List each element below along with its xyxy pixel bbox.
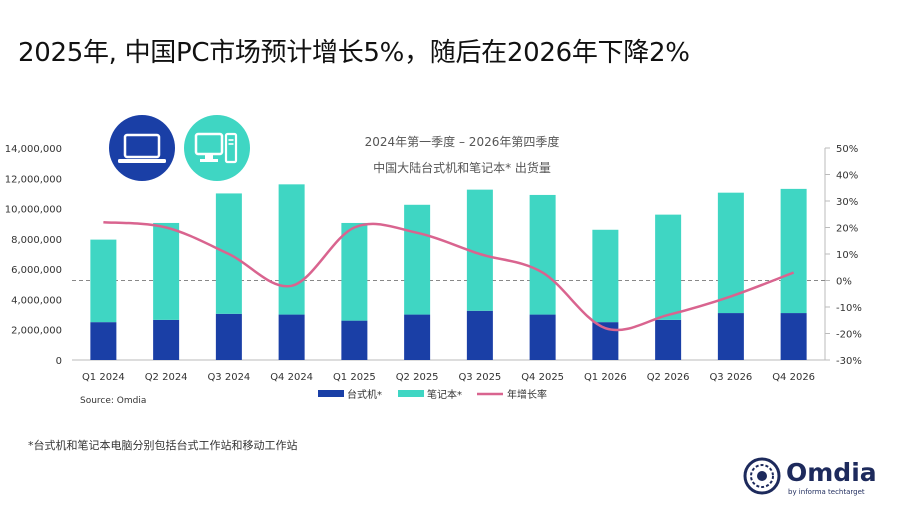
x-tick-label: Q4 2024 — [270, 372, 313, 383]
legend-label-desktop: 台式机* — [347, 388, 382, 401]
bars — [90, 184, 807, 360]
right-tick-label: 50% — [836, 144, 858, 155]
desktop-icon — [184, 115, 250, 181]
legend-label-growth: 年增长率 — [507, 388, 547, 401]
left-tick-label: 8,000,000 — [11, 235, 62, 246]
bar-notebook — [404, 204, 431, 315]
x-tick-label: Q4 2025 — [521, 372, 564, 383]
chart-title: 2024年第一季度 – 2026年第四季度 — [365, 134, 560, 149]
bar-desktop — [780, 313, 807, 360]
left-tick-label: 6,000,000 — [11, 265, 62, 276]
left-tick-label: 14,000,000 — [5, 144, 62, 155]
omdia-logo-icon — [743, 457, 781, 495]
left-tick-label: 2,000,000 — [11, 326, 62, 337]
bar-notebook — [278, 184, 305, 315]
bar-desktop — [215, 313, 242, 360]
bar-desktop — [153, 319, 180, 360]
x-tick-label: Q2 2025 — [396, 372, 439, 383]
x-tick-label: Q1 2024 — [82, 372, 125, 383]
left-tick-label: 4,000,000 — [11, 295, 62, 306]
laptop-icon — [109, 115, 175, 181]
x-tick-label: Q4 2026 — [772, 372, 815, 383]
bar-desktop — [717, 313, 744, 360]
right-tick-label: -30% — [836, 356, 862, 367]
bar-desktop — [655, 319, 682, 360]
x-tick-label: Q3 2024 — [207, 372, 250, 383]
page-title: 2025年, 中国PC市场预计增长5%，随后在2026年下降2% — [18, 38, 690, 68]
right-tick-label: 20% — [836, 224, 858, 235]
left-tick-label: 10,000,000 — [5, 205, 62, 216]
bar-notebook — [780, 188, 807, 314]
brand-tagline: by informa techtarget — [788, 488, 865, 496]
bar-notebook — [717, 192, 744, 314]
x-tick-label: Q3 2026 — [709, 372, 752, 383]
growth-line — [103, 220, 795, 332]
right-axis-ticks: -30% -20% -10% 0% 10% 20% 30% 40% 50% — [825, 144, 862, 367]
legend-label-notebook: 笔记本* — [427, 388, 462, 401]
x-tick-label: Q2 2026 — [647, 372, 690, 383]
brand-name: Omdia — [786, 458, 877, 487]
right-tick-label: 40% — [836, 171, 858, 182]
bar-notebook — [153, 222, 180, 320]
legend-swatch-notebook — [398, 390, 424, 397]
bar-notebook — [90, 239, 117, 323]
legend-swatch-desktop — [318, 390, 344, 397]
right-tick-label: 10% — [836, 250, 858, 261]
bar-desktop — [278, 314, 305, 360]
right-tick-label: -10% — [836, 303, 862, 314]
x-tick-label: Q1 2026 — [584, 372, 627, 383]
bar-desktop — [466, 310, 493, 360]
left-tick-label: 0 — [56, 356, 62, 367]
x-tick-label: Q3 2025 — [458, 372, 501, 383]
shipment-chart: 2024年第一季度 – 2026年第四季度 中国大陆台式机和笔记本* 出货量 0… — [5, 115, 862, 406]
bar-notebook — [655, 214, 682, 320]
legend: 台式机* 笔记本* 年增长率 — [318, 388, 547, 401]
x-tick-label: Q2 2024 — [145, 372, 188, 383]
bar-desktop — [529, 314, 556, 360]
right-tick-label: -20% — [836, 330, 862, 341]
x-tick-label: Q1 2025 — [333, 372, 376, 383]
source-label: Source: Omdia — [80, 396, 146, 406]
bar-desktop — [90, 322, 117, 360]
bar-desktop — [404, 314, 431, 360]
footnote: *台式机和笔记本电脑分别包括台式工作站和移动工作站 — [28, 439, 298, 452]
bar-notebook — [529, 194, 556, 315]
left-tick-label: 12,000,000 — [5, 174, 62, 185]
right-tick-label: 30% — [836, 197, 858, 208]
omdia-logo: Omdia by informa techtarget — [742, 456, 882, 500]
right-tick-label: 0% — [836, 277, 852, 288]
x-axis-labels: Q1 2024 Q2 2024 Q3 2024 Q4 2024 Q1 2025 Q2 20… — [82, 372, 815, 383]
left-axis-ticks: 0 2,000,000 4,000,000 6,000,000 8,000,000 10,… — [5, 144, 62, 367]
bar-desktop — [341, 320, 368, 360]
bar-notebook — [341, 222, 368, 321]
bar-notebook — [592, 229, 619, 323]
chart-subtitle: 中国大陆台式机和笔记本* 出货量 — [373, 160, 551, 175]
